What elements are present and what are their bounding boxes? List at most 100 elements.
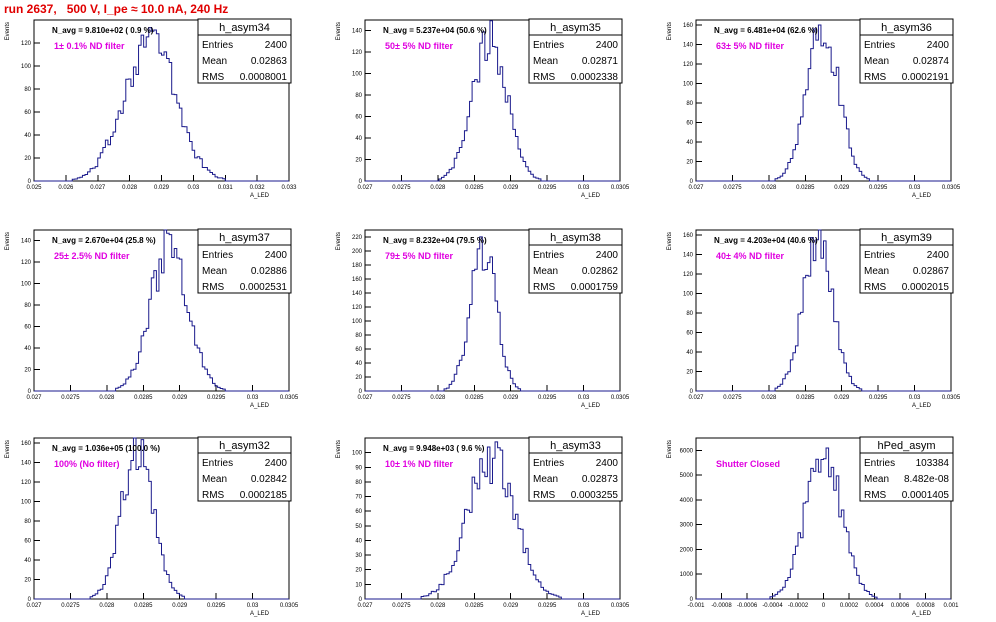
stats-mean-value: 0.02874 — [913, 56, 950, 67]
x-tick-label: 0.03 — [909, 395, 921, 401]
stats-rms-value: 0.0008001 — [240, 72, 288, 83]
y-tick-label: 20 — [24, 368, 31, 374]
y-tick-label: 0 — [28, 597, 32, 603]
n-avg-label: N_avg = 9.948e+03 ( 9.6 %) — [383, 444, 485, 453]
stats-mean-label: Mean — [533, 56, 558, 67]
y-tick-label: 60 — [24, 110, 31, 116]
y-tick-label: 180 — [352, 263, 363, 269]
stats-entries-value: 2400 — [927, 250, 950, 261]
y-axis-label: Events — [5, 440, 11, 458]
histogram-panel-h_asym33: 0 10 20 30 40 50 60 70 80 90 100 0.027 0.0275 0.028 0.… — [336, 436, 630, 617]
x-axis-label: A_LED — [912, 403, 932, 409]
x-tick-label: 0.032 — [250, 185, 266, 191]
x-tick-label: 0.0285 — [465, 603, 484, 609]
x-tick-label: 0.029 — [172, 603, 188, 609]
y-tick-label: 40 — [355, 538, 362, 544]
y-tick-label: 0 — [690, 597, 694, 603]
stats-rms-value: 0.0002185 — [240, 490, 288, 501]
filter-label: 25± 2.5% ND filter — [54, 251, 130, 261]
stats-entries-value: 2400 — [596, 40, 619, 51]
y-tick-label: 5000 — [680, 473, 694, 479]
stats-title: h_asym39 — [881, 232, 932, 244]
histogram-panel-h_asym39: 0 20 40 60 80 100 120 140 160 0.027 0.0275 0.028 0.0… — [667, 228, 961, 409]
x-tick-label: 0.0295 — [538, 603, 557, 609]
x-tick-label: 0.029 — [503, 603, 519, 609]
filter-label: 100% (No filter) — [54, 459, 120, 469]
x-tick-label: 0.0285 — [796, 185, 815, 191]
y-tick-label: 80 — [355, 333, 362, 339]
x-tick-label: 0.028 — [430, 185, 446, 191]
y-tick-label: 60 — [24, 538, 31, 544]
filter-label: 40± 4% ND filter — [716, 251, 784, 261]
stats-box — [859, 452, 954, 502]
x-axis-label: A_LED — [250, 193, 270, 199]
stats-rms-value: 0.0002191 — [902, 72, 950, 83]
y-tick-label: 40 — [355, 136, 362, 142]
histogram-panel-h_asym37: 0 20 40 60 80 100 120 140 0.027 0.0275 0.028 0.0285… — [5, 228, 299, 409]
stats-entries-value: 103384 — [916, 458, 950, 469]
y-tick-label: 20 — [355, 568, 362, 574]
stats-box — [528, 452, 623, 502]
y-tick-label: 120 — [352, 50, 363, 56]
page-title: run 2637, 500 V, I_pe ≈ 10.0 nA, 240 Hz — [4, 2, 229, 16]
stats-entries-label: Entries — [864, 40, 895, 51]
stats-mean-label: Mean — [202, 266, 227, 277]
x-tick-label: 0.03 — [578, 395, 590, 401]
x-tick-label: 0.0295 — [869, 185, 888, 191]
x-tick-label: 0.03 — [578, 185, 590, 191]
y-tick-label: 40 — [686, 350, 693, 356]
y-tick-label: 120 — [683, 272, 694, 278]
x-axis-label: A_LED — [581, 403, 601, 409]
stats-mean-label: Mean — [202, 474, 227, 485]
y-tick-label: 20 — [686, 159, 693, 165]
stats-entries-value: 2400 — [265, 458, 288, 469]
stats-rms-label: RMS — [864, 282, 887, 293]
filter-label: 1± 0.1% ND filter — [54, 41, 125, 51]
x-tick-label: 0.0275 — [392, 395, 411, 401]
stats-box — [859, 244, 954, 294]
y-axis-label: Events — [667, 22, 673, 40]
y-tick-label: 2000 — [680, 547, 694, 553]
y-tick-label: 220 — [352, 235, 363, 241]
filter-label: 10± 1% ND filter — [385, 459, 453, 469]
stats-rms-label: RMS — [533, 72, 556, 83]
y-tick-label: 80 — [24, 87, 31, 93]
x-axis-label: A_LED — [912, 611, 932, 617]
x-tick-label: 0.027 — [688, 185, 704, 191]
y-tick-label: 90 — [355, 465, 362, 471]
stats-box — [197, 34, 292, 84]
stats-box — [859, 34, 954, 84]
y-tick-label: 120 — [683, 62, 694, 68]
x-tick-label: 0.027 — [688, 395, 704, 401]
stats-mean-label: Mean — [533, 474, 558, 485]
y-tick-label: 40 — [24, 346, 31, 352]
y-tick-label: 60 — [355, 115, 362, 121]
stats-entries-label: Entries — [864, 250, 895, 261]
histogram-series — [696, 447, 951, 600]
stats-mean-value: 0.02867 — [913, 266, 950, 277]
x-axis-label: A_LED — [250, 403, 270, 409]
x-tick-label: 0.027 — [26, 395, 42, 401]
stats-rms-label: RMS — [202, 72, 225, 83]
y-tick-label: 0 — [359, 597, 363, 603]
x-tick-label: 0.0006 — [891, 603, 910, 609]
x-tick-label: 0.0305 — [611, 603, 630, 609]
y-tick-label: 200 — [352, 249, 363, 255]
x-tick-label: 0.0275 — [392, 603, 411, 609]
y-tick-label: 100 — [21, 64, 32, 70]
histogram-series — [365, 236, 620, 392]
y-tick-label: 140 — [21, 460, 32, 466]
y-tick-label: 60 — [686, 120, 693, 126]
histogram-panel-h_asym34: 0 20 40 60 80 100 120 0.025 0.026 0.027 0.028 0.029… — [5, 18, 297, 199]
y-tick-label: 100 — [352, 451, 363, 457]
y-tick-label: 20 — [686, 369, 693, 375]
stats-title: h_asym32 — [219, 440, 270, 452]
histogram-series — [365, 20, 620, 182]
stats-entries-value: 2400 — [927, 40, 950, 51]
x-tick-label: 0.03 — [909, 185, 921, 191]
x-tick-label: 0.03 — [247, 395, 259, 401]
stats-title: h_asym34 — [219, 22, 270, 34]
y-tick-label: 40 — [24, 558, 31, 564]
stats-entries-value: 2400 — [596, 250, 619, 261]
x-tick-label: 0.026 — [58, 185, 74, 191]
